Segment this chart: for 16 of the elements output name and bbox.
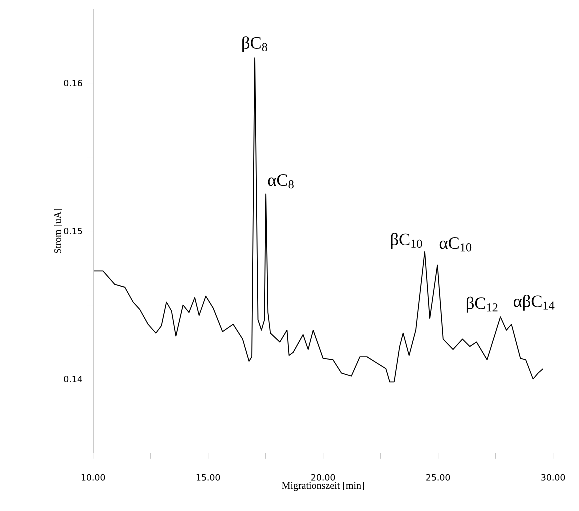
x-tick-label: 20.00 — [312, 474, 336, 481]
annotation: βC$_{12}$ — [466, 296, 498, 313]
annotation: αβC$_{14}$ — [514, 294, 555, 311]
annotation: αC$_{8}$ — [268, 174, 294, 189]
y-tick-label: 0.16 — [64, 80, 82, 87]
annotation: βC$_{10}$ — [391, 233, 422, 250]
x-axis-title: Migrationszeit [min] — [282, 482, 364, 492]
x-tick-label: 10.00 — [82, 474, 106, 481]
annotation: βC$_{8}$ — [242, 36, 268, 52]
x-tick-label: 25.00 — [426, 474, 450, 481]
y-tick-label: 0.15 — [64, 228, 82, 235]
annotation: αC$_{10}$ — [440, 238, 472, 252]
y-axis-title: Strom [uA] — [54, 209, 62, 254]
x-tick-label: 30.00 — [542, 474, 566, 481]
x-tick-label: 15.00 — [196, 474, 220, 481]
y-tick-label: 0.14 — [64, 376, 82, 383]
